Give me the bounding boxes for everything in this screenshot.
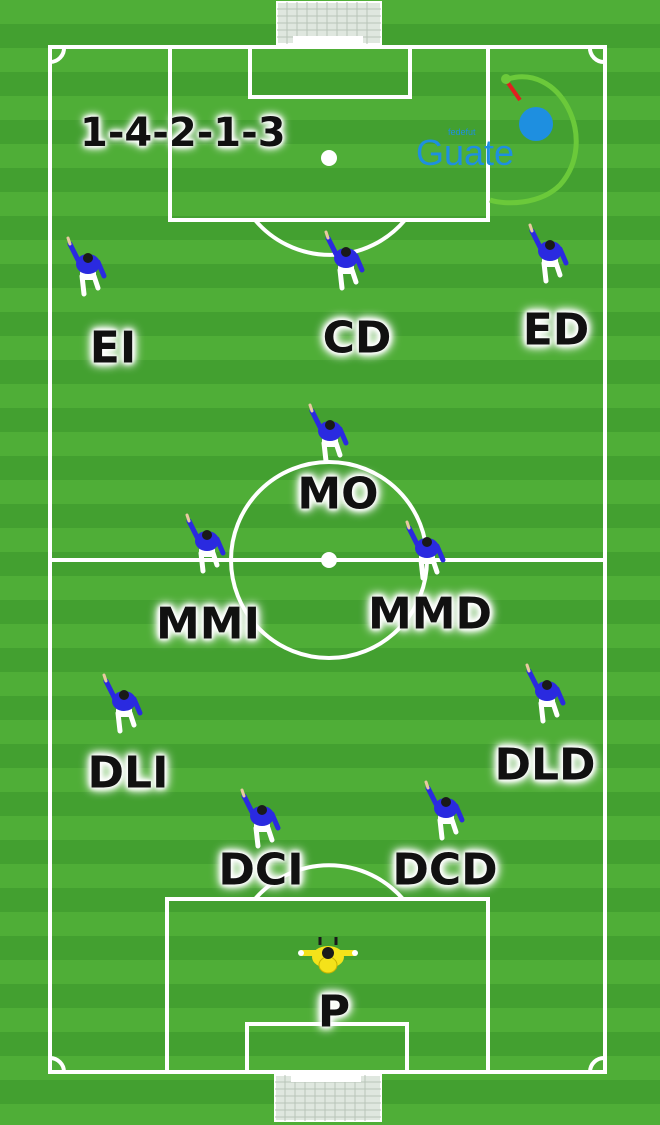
player-dci-figure [240, 788, 281, 849]
position-label-dld: DLD [494, 739, 596, 791]
position-label-dci: DCI [218, 844, 304, 896]
formation-title: 1-4-2-1-3 [80, 110, 286, 156]
top-goal-net [276, 1, 382, 45]
fedefut-logo-icon [489, 74, 579, 206]
position-label-mmi: MMI [156, 598, 260, 650]
position-label-ei: EI [89, 322, 137, 374]
center-spot [321, 552, 337, 568]
player-dli-figure [102, 673, 143, 734]
position-label-p: P [317, 986, 351, 1038]
position-label-mmd: MMD [367, 588, 493, 640]
position-label-dli: DLI [87, 747, 169, 799]
player-mo-figure [308, 403, 349, 464]
corner-arc-br [587, 1055, 606, 1073]
player-ed-figure [528, 223, 569, 284]
player-cd-figure [324, 230, 365, 291]
logo-main-text: Guate [416, 132, 515, 173]
bottom-goal-area [245, 1022, 409, 1074]
logo-top-text: fedefut [448, 127, 476, 137]
player-p-figure [298, 937, 358, 974]
position-label-dcd: DCD [392, 844, 498, 896]
position-label-cd: CD [322, 312, 392, 364]
pitch-lines [48, 45, 607, 1074]
player-ei-figure [66, 236, 107, 297]
position-label-mo: MO [297, 468, 379, 520]
top-penalty-spot [321, 150, 337, 166]
player-mmi-figure [185, 513, 226, 574]
bottom-goal-net [274, 1073, 382, 1122]
players-layer [66, 223, 569, 974]
position-label-ed: ED [522, 304, 590, 356]
player-dcd-figure [424, 780, 465, 841]
bottom-penalty-arc [253, 863, 405, 901]
corner-arc-bl [49, 1056, 66, 1073]
player-dld-figure [525, 663, 566, 724]
top-penalty-arc [253, 218, 407, 257]
corner-arc-tl [49, 46, 67, 65]
top-goal-area [248, 45, 412, 99]
player-mmd-figure [405, 520, 446, 581]
corner-arc-tr [587, 46, 606, 65]
